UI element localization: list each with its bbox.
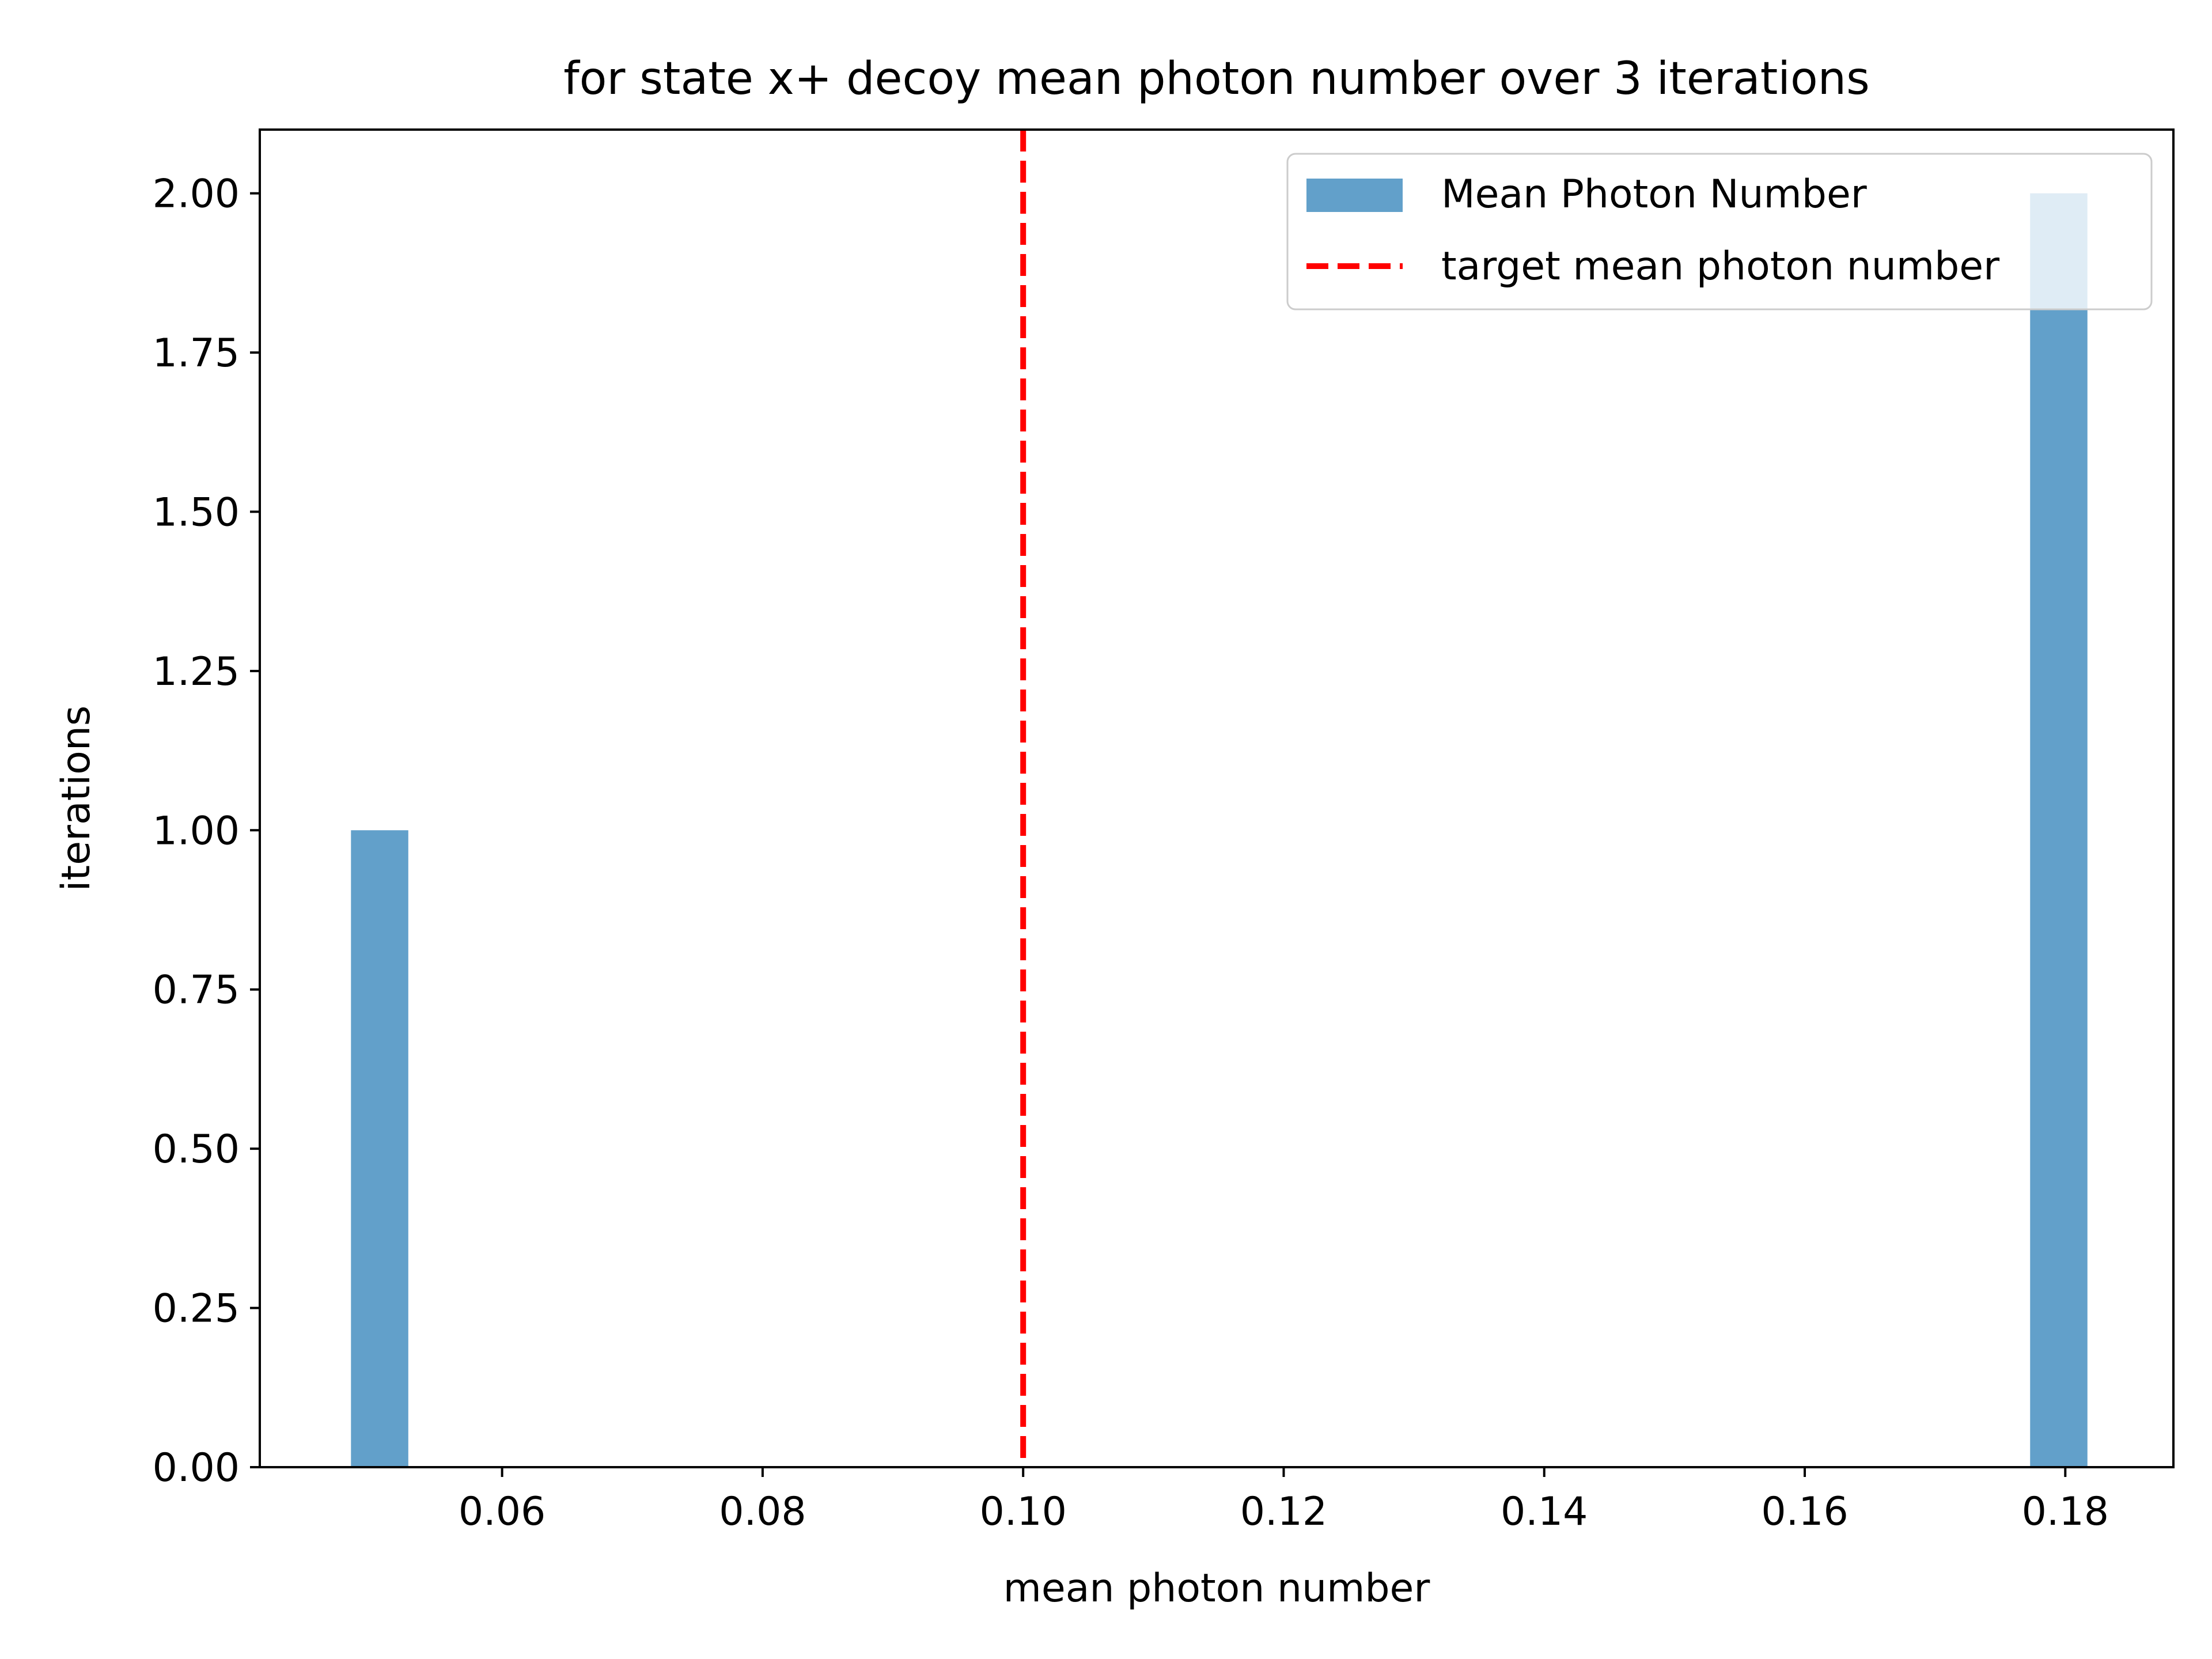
y-tick-label: 1.25: [153, 649, 240, 695]
legend-box: [1286, 153, 2153, 310]
plot-frame: [259, 128, 2175, 1468]
y-axis-label: iterations: [54, 706, 99, 892]
x-tick-label: 0.16: [1761, 1489, 1848, 1535]
y-axis-ticks: 0.00 0.25 0.50 0.75 1.00 1.25 1.50 1.75 2.00: [153, 172, 260, 1491]
histogram-bar: [2030, 193, 2088, 1467]
y-tick-label: 1.00: [153, 808, 240, 854]
y-tick-label: 2.00: [153, 172, 240, 217]
x-axis-label: mean photon number: [1003, 1566, 1430, 1611]
x-tick-label: 0.14: [1501, 1489, 1588, 1535]
histogram-bar: [351, 830, 408, 1467]
y-tick-label: 1.75: [153, 331, 240, 376]
x-tick-label: 0.12: [1240, 1489, 1327, 1535]
y-tick-label: 0.25: [153, 1286, 240, 1332]
legend: Mean Photon Number target mean photon nu…: [1286, 153, 2153, 310]
chart-title: for state x+ decoy mean photon number ov…: [563, 53, 1870, 105]
bars-layer: [351, 193, 2088, 1467]
y-tick-label: 0.75: [153, 968, 240, 1013]
legend-swatch-histogram: [1306, 179, 1403, 212]
x-tick-label: 0.06: [459, 1489, 546, 1535]
y-tick-label: 1.50: [153, 490, 240, 535]
legend-label-histogram: Mean Photon Number: [1441, 172, 1867, 217]
legend-label-target-line: target mean photon number: [1441, 244, 1999, 289]
x-tick-label: 0.08: [719, 1489, 806, 1535]
y-tick-label: 0.00: [153, 1445, 240, 1491]
x-tick-label: 0.18: [2022, 1489, 2109, 1535]
x-axis-ticks: 0.06 0.08 0.10 0.12 0.14 0.16 0.18: [459, 1467, 2109, 1535]
y-tick-label: 0.50: [153, 1127, 240, 1172]
x-tick-label: 0.10: [979, 1489, 1066, 1535]
